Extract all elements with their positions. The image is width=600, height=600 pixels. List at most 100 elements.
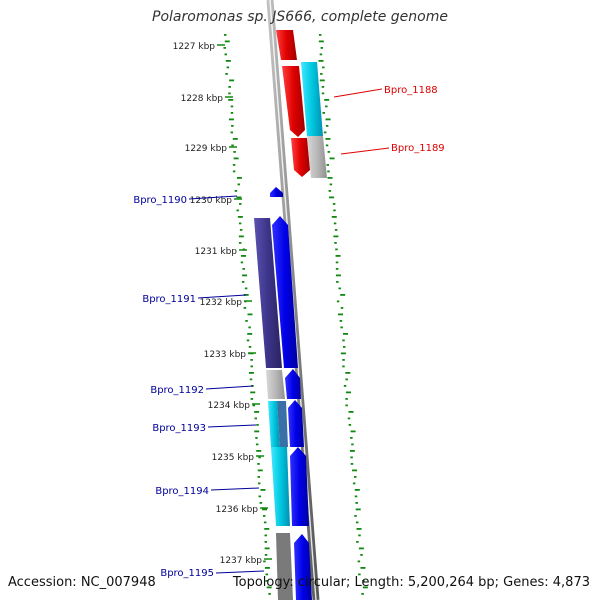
gene-label-bpro-1191[interactable]: Bpro_1191: [142, 294, 196, 305]
gc-dot: [238, 235, 244, 238]
gc-dot: [237, 183, 241, 186]
gc-dot: [319, 53, 323, 56]
gc-dot: [342, 333, 348, 335]
gc-dot: [352, 482, 356, 485]
gc-dot: [319, 79, 325, 82]
gc-dot: [232, 138, 238, 140]
gc-dot: [242, 274, 248, 277]
gene-arrow-reverse[interactable]: [270, 187, 283, 197]
gc-dot: [228, 99, 234, 101]
scale-label: 1231 kbp: [195, 247, 238, 257]
gene-label-bpro-1188[interactable]: Bpro_1188: [384, 85, 438, 96]
gc-dot: [354, 476, 357, 478]
gc-dot: [234, 190, 238, 192]
gc-dot: [362, 586, 368, 589]
gc-dot: [342, 339, 345, 342]
gene-label-bpro-1194[interactable]: Bpro_1194: [155, 486, 209, 497]
gc-dot: [345, 391, 351, 394]
gc-dot: [322, 112, 325, 114]
scale-label: 1234 kbp: [208, 401, 251, 411]
gene-arrow-forward[interactable]: [291, 138, 310, 177]
gene-label-bpro-1193[interactable]: Bpro_1193: [152, 423, 206, 434]
gene-box-cyan[interactable]: [301, 62, 323, 136]
gc-dot: [243, 307, 247, 309]
gene-box-gray[interactable]: [266, 370, 285, 399]
forward-cog-genes: [301, 62, 327, 178]
gc-dot: [337, 313, 343, 316]
gc-dot: [345, 378, 348, 381]
gc-dot: [224, 53, 227, 56]
scale-label: 1232 kbp: [200, 298, 243, 308]
gc-dot: [320, 47, 324, 49]
gc-dot: [318, 60, 324, 62]
gc-dot: [325, 144, 329, 147]
gc-dot: [328, 190, 332, 192]
gene-box-cyan[interactable]: [268, 401, 280, 447]
gc-dot: [248, 346, 252, 348]
gc-dot: [321, 86, 325, 88]
gc-dot: [259, 502, 263, 504]
gc-dot: [258, 456, 261, 459]
gc-dot: [223, 34, 227, 36]
gc-dot: [336, 300, 340, 303]
gc-dot: [320, 73, 323, 75]
gc-dot: [327, 177, 333, 179]
gc-dot: [254, 411, 260, 413]
gc-dot: [361, 593, 364, 595]
gene-label-bpro-1189[interactable]: Bpro_1189: [391, 143, 445, 154]
gc-dot: [265, 573, 269, 576]
gc-dot: [347, 417, 351, 420]
topology-text: Topology: circular; Length: 5,200,264 bp…: [232, 575, 590, 590]
gene-arrow-forward[interactable]: [276, 30, 297, 60]
gc-dot: [264, 554, 268, 556]
gc-dot: [325, 138, 331, 140]
gc-dot: [351, 443, 354, 446]
gc-dot: [232, 170, 236, 173]
gc-dot: [257, 469, 263, 472]
gc-dot: [264, 541, 268, 543]
gc-dot: [255, 443, 259, 446]
gene-box-purple[interactable]: [254, 218, 282, 368]
gene-box-gray[interactable]: [307, 136, 327, 178]
gene-label-bpro-1190[interactable]: Bpro_1190: [133, 195, 187, 206]
gc-dot: [329, 196, 335, 199]
gene-arrow-reverse[interactable]: [294, 534, 312, 600]
gene-arrow-reverse[interactable]: [272, 216, 298, 368]
gc-dot: [238, 242, 242, 244]
gc-dot: [255, 437, 258, 439]
gene-arrow-reverse[interactable]: [285, 369, 301, 399]
gc-dot: [248, 326, 251, 329]
gc-dot: [254, 417, 258, 420]
gc-dot: [252, 404, 256, 407]
gene-arrow-reverse[interactable]: [290, 447, 309, 526]
gc-dot: [333, 235, 339, 238]
gc-dot: [327, 151, 331, 153]
scale-label: 1228 kbp: [181, 94, 224, 104]
gc-dot: [335, 248, 338, 251]
gc-dot: [260, 489, 266, 491]
gene-label-bpro-1195[interactable]: Bpro_1195: [160, 568, 214, 579]
gc-dot: [355, 502, 358, 504]
gc-dot: [225, 60, 231, 62]
gc-dot: [338, 287, 341, 290]
gene-arrow-forward[interactable]: [282, 66, 305, 137]
gene-label-bpro-1192[interactable]: Bpro_1192: [150, 385, 204, 396]
gene-box-steel[interactable]: [277, 401, 288, 447]
gc-dot: [266, 586, 272, 589]
gene-box-gray[interactable]: [276, 533, 293, 600]
gc-dot: [231, 144, 234, 147]
gc-dot: [250, 398, 254, 400]
gene-leader-line: [215, 570, 265, 574]
gc-dot: [324, 99, 330, 101]
gc-dot: [357, 560, 361, 563]
gene-arrow-reverse[interactable]: [288, 400, 304, 447]
scale-label: 1230 kbp: [190, 196, 233, 206]
gc-dot: [343, 385, 347, 387]
gene-box-cyan[interactable]: [271, 447, 290, 526]
gc-dot: [336, 281, 339, 283]
gc-dot: [264, 567, 270, 569]
gc-dot: [230, 112, 234, 114]
gc-dot: [335, 268, 339, 270]
gc-dot: [254, 430, 260, 433]
